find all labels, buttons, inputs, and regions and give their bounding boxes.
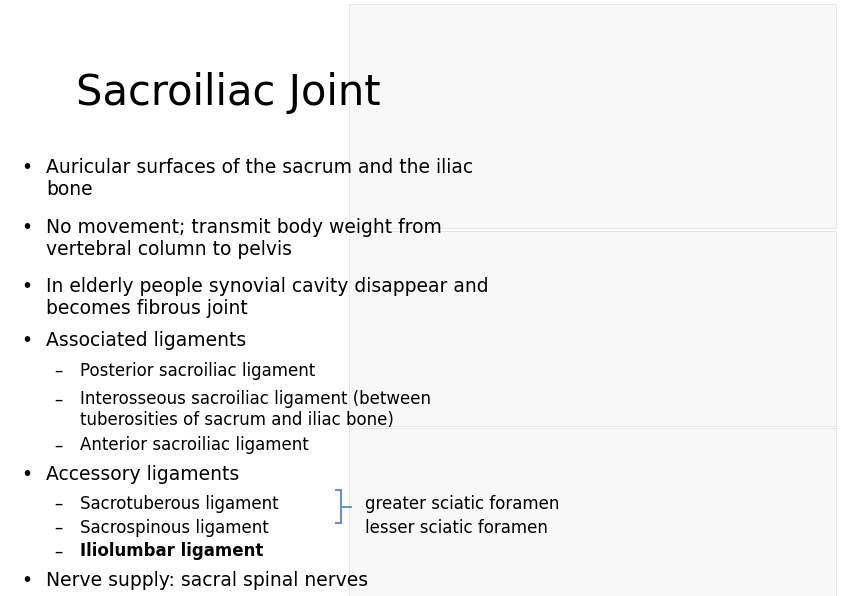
Text: lesser sciatic foramen: lesser sciatic foramen xyxy=(365,519,547,536)
Text: Posterior sacroiliac ligament: Posterior sacroiliac ligament xyxy=(80,362,315,380)
Text: •: • xyxy=(21,277,32,296)
FancyBboxPatch shape xyxy=(349,231,836,426)
Text: Interosseous sacroiliac ligament (between
tuberosities of sacrum and iliac bone): Interosseous sacroiliac ligament (betwee… xyxy=(80,390,431,429)
Text: No movement; transmit body weight from
vertebral column to pelvis: No movement; transmit body weight from v… xyxy=(46,218,442,259)
Text: Iliolumbar ligament: Iliolumbar ligament xyxy=(80,542,264,560)
FancyBboxPatch shape xyxy=(349,4,836,228)
Text: Sacrospinous ligament: Sacrospinous ligament xyxy=(80,519,269,536)
Text: Accessory ligaments: Accessory ligaments xyxy=(46,465,240,484)
Text: •: • xyxy=(21,571,32,590)
Text: –: – xyxy=(55,362,63,380)
Text: –: – xyxy=(55,495,63,513)
Text: Anterior sacroiliac ligament: Anterior sacroiliac ligament xyxy=(80,436,309,454)
Text: In elderly people synovial cavity disappear and
becomes fibrous joint: In elderly people synovial cavity disapp… xyxy=(46,277,489,318)
Text: •: • xyxy=(21,465,32,484)
FancyBboxPatch shape xyxy=(349,428,836,596)
Text: •: • xyxy=(21,158,32,177)
Text: –: – xyxy=(55,519,63,536)
Text: •: • xyxy=(21,331,32,350)
Text: Sacrotuberous ligament: Sacrotuberous ligament xyxy=(80,495,279,513)
Text: •: • xyxy=(21,218,32,237)
Text: –: – xyxy=(55,542,63,560)
Text: Sacroiliac Joint: Sacroiliac Joint xyxy=(76,72,381,113)
Text: Auricular surfaces of the sacrum and the iliac
bone: Auricular surfaces of the sacrum and the… xyxy=(46,158,473,199)
Text: –: – xyxy=(55,390,63,408)
Text: greater sciatic foramen: greater sciatic foramen xyxy=(365,495,559,513)
Text: –: – xyxy=(55,436,63,454)
Text: Associated ligaments: Associated ligaments xyxy=(46,331,247,350)
Text: Nerve supply: sacral spinal nerves: Nerve supply: sacral spinal nerves xyxy=(46,571,369,590)
